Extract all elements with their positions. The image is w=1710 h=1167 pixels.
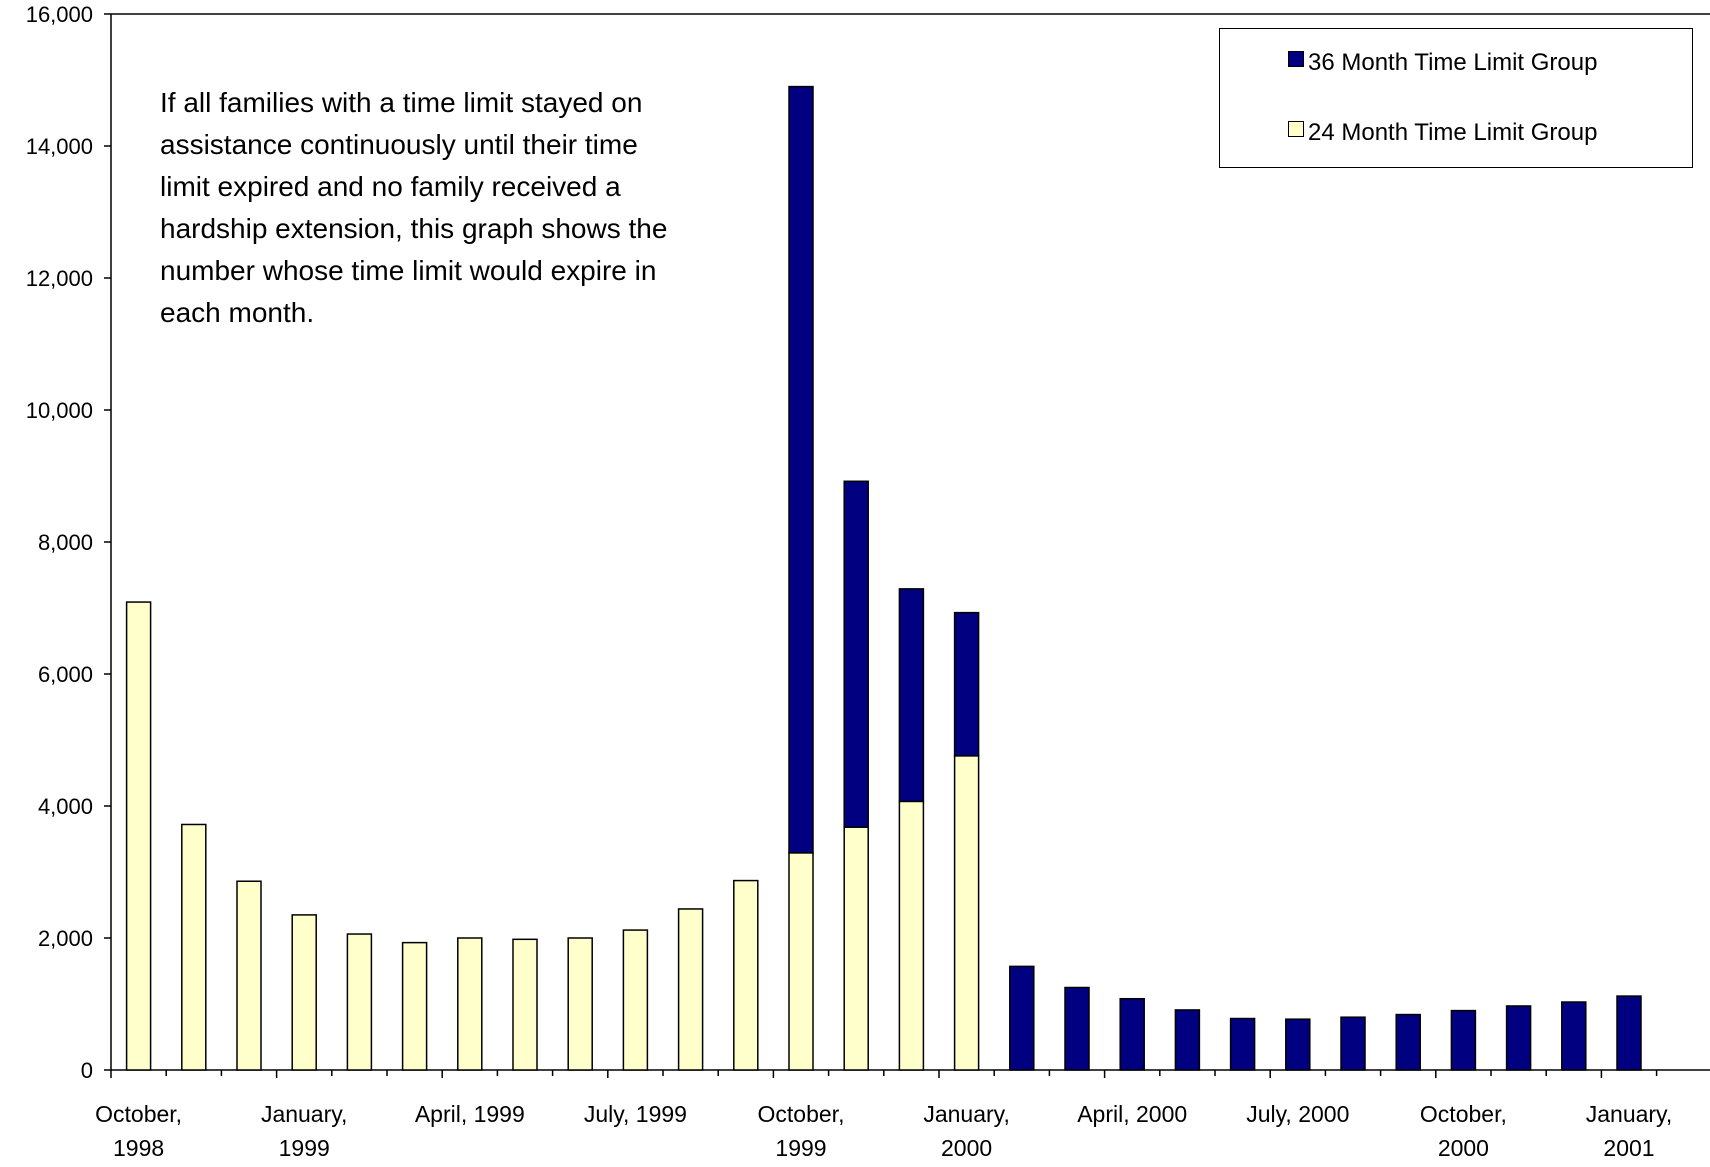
annotation-line: each month.	[160, 297, 315, 328]
legend-swatch-24-month	[1288, 121, 1304, 137]
annotation-line: number whose time limit would expire in	[160, 255, 657, 286]
x-tick-label: July, 2000	[1246, 1101, 1349, 1127]
bar-24-month	[953, 755, 980, 1071]
y-tick-label: 8,000	[38, 530, 93, 555]
x-tick-label: July, 1999	[584, 1101, 687, 1127]
y-tick-label: 4,000	[38, 794, 93, 819]
legend-label-36-month: 36 Month Time Limit Group	[1308, 49, 1598, 76]
x-tick-label: 2000	[1438, 1135, 1489, 1161]
bar-36-month	[1340, 1016, 1366, 1071]
chart-annotation: If all families with a time limit stayed…	[160, 82, 780, 334]
legend-label-24-month: 24 Month Time Limit Group	[1308, 119, 1598, 146]
y-tick-label: 0	[81, 1058, 93, 1083]
bar-36-month	[898, 588, 925, 803]
bar-36-month	[1229, 1017, 1256, 1071]
annotation-line: hardship extension, this graph shows the	[160, 213, 668, 244]
bar-24-month	[677, 908, 704, 1071]
y-tick-label: 2,000	[38, 926, 93, 951]
x-tick-label: 2001	[1603, 1135, 1654, 1161]
x-tick-label: 1999	[775, 1135, 826, 1161]
bar-24-month	[567, 937, 593, 1071]
bar-24-month	[181, 823, 207, 1071]
y-tick-label: 10,000	[26, 398, 93, 423]
annotation-line: assistance continuously until their time	[160, 129, 638, 160]
x-tick-label: April, 2000	[1077, 1101, 1187, 1127]
annotation-line: limit expired and no family received a	[160, 171, 621, 202]
bar-24-month	[236, 880, 262, 1071]
bar-36-month	[1285, 1018, 1311, 1071]
bar-24-month	[788, 852, 814, 1071]
bar-36-month	[1505, 1005, 1532, 1071]
bar-36-month	[1616, 995, 1642, 1071]
y-tick-label: 16,000	[26, 2, 93, 27]
bar-36-month	[1395, 1013, 1421, 1071]
bar-24-month	[346, 933, 373, 1071]
bar-24-month	[733, 879, 759, 1071]
x-tick-label: 1999	[279, 1135, 330, 1161]
x-tick-label: October,	[1420, 1101, 1507, 1127]
x-tick-label: January,	[1586, 1101, 1673, 1127]
x-tick-label: October,	[95, 1101, 182, 1127]
bar-24-month	[622, 929, 649, 1071]
x-tick-label: January,	[923, 1101, 1010, 1127]
y-tick-label: 6,000	[38, 662, 93, 687]
y-tick-label: 12,000	[26, 266, 93, 291]
legend-item-24-month: 24 Month Time Limit Group	[1288, 119, 1597, 147]
bar-36-month	[1119, 997, 1145, 1071]
x-tick-label: 2000	[941, 1135, 992, 1161]
bar-36-month	[1450, 1009, 1477, 1071]
bar-36-month	[1009, 965, 1035, 1071]
bar-36-month	[843, 480, 869, 828]
bar-24-month	[898, 800, 925, 1071]
bar-36-month	[953, 611, 980, 757]
bar-24-month	[843, 826, 869, 1071]
bar-36-month	[1174, 1009, 1201, 1071]
bar-24-month	[291, 914, 317, 1071]
legend-item-36-month: 36 Month Time Limit Group	[1288, 49, 1597, 77]
bar-24-month	[512, 938, 538, 1071]
x-tick-label: 1998	[113, 1135, 164, 1161]
bar-36-month	[1064, 986, 1090, 1071]
annotation-line: If all families with a time limit stayed…	[160, 87, 643, 118]
bar-36-month	[1561, 1001, 1587, 1071]
y-tick-label: 14,000	[26, 134, 93, 159]
legend-swatch-36-month	[1288, 51, 1304, 67]
bar-24-month	[401, 941, 428, 1071]
bar-24-month	[457, 937, 483, 1071]
x-tick-label: April, 1999	[415, 1101, 525, 1127]
x-tick-label: October,	[758, 1101, 845, 1127]
chart-legend: 36 Month Time Limit Group 24 Month Time …	[1219, 28, 1693, 168]
bar-24-month	[125, 601, 152, 1071]
bar-36-month	[788, 85, 814, 854]
x-tick-label: January,	[261, 1101, 348, 1127]
